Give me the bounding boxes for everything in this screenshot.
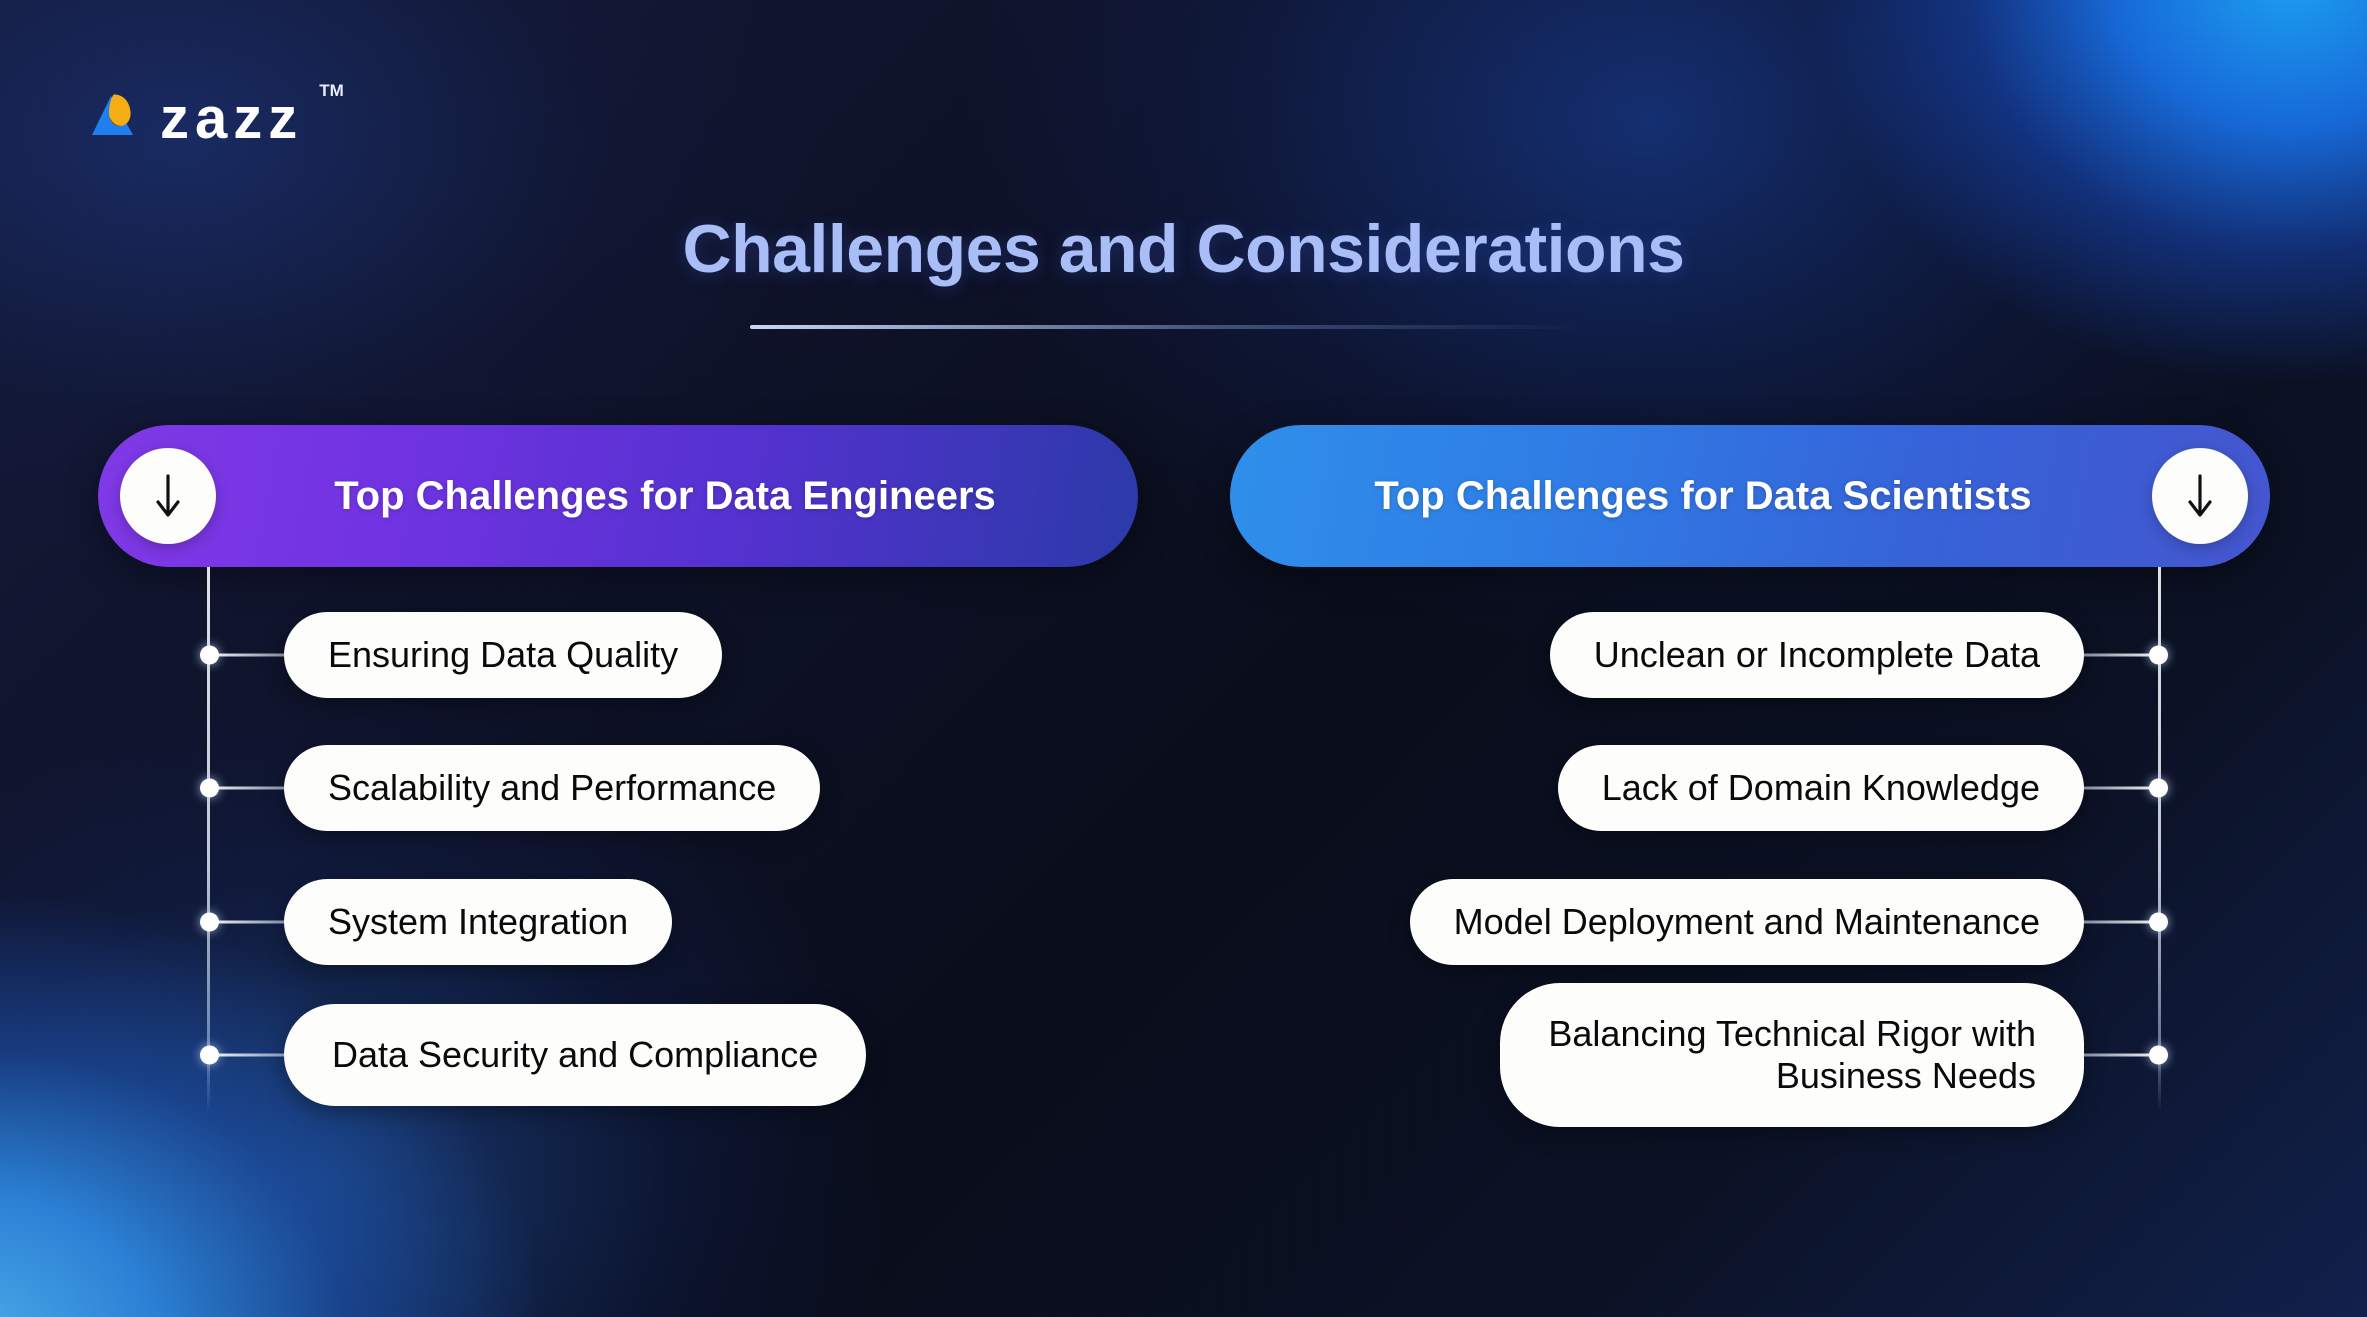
connector-spine-left [207, 567, 210, 1112]
challenge-chip[interactable]: Unclean or Incomplete Data [1549, 611, 2084, 699]
connector-dot [2149, 778, 2168, 798]
header-pill-data-scientists[interactable]: Top Challenges for Data Scientists [1230, 425, 2270, 567]
connector-dot [200, 1045, 219, 1065]
connector-stem [216, 653, 284, 657]
list-item[interactable]: Unclean or Incomplete Data [1230, 607, 2270, 703]
challenge-chip[interactable]: Data Security and Compliance [284, 1003, 867, 1107]
brand-wordmark: zazz [160, 86, 304, 151]
challenge-chip[interactable]: Scalability and Performance [284, 744, 821, 832]
connector-spine-right [2158, 567, 2161, 1112]
header-label-data-scientists: Top Challenges for Data Scientists [1374, 473, 2032, 518]
list-item[interactable]: Model Deployment and Maintenance [1230, 874, 2270, 970]
connector-stem [216, 786, 284, 790]
challenge-chip[interactable]: System Integration [284, 878, 673, 966]
connector-stem [2084, 786, 2152, 790]
connector-dot [200, 778, 219, 798]
connector-dot [200, 645, 219, 665]
challenge-chip[interactable]: Lack of Domain Knowledge [1557, 744, 2084, 832]
list-item[interactable]: Lack of Domain Knowledge [1230, 740, 2270, 836]
connector-stem [2084, 920, 2152, 924]
connector-stem [2084, 1053, 2152, 1057]
challenge-chip[interactable]: Ensuring Data Quality [284, 611, 723, 699]
title-underline-rule [750, 325, 1580, 329]
list-item[interactable]: System Integration [98, 874, 1138, 970]
zazz-triangle-logo-icon [90, 92, 146, 142]
header-label-data-engineers: Top Challenges for Data Engineers [334, 473, 996, 518]
connector-stem [216, 1053, 284, 1057]
list-item[interactable]: Scalability and Performance [98, 740, 1138, 836]
connector-dot [2149, 912, 2168, 932]
list-item[interactable]: Balancing Technical Rigor with Business … [1230, 982, 2270, 1128]
list-item[interactable]: Ensuring Data Quality [98, 607, 1138, 703]
connector-dot [2149, 645, 2168, 665]
challenge-chip[interactable]: Balancing Technical Rigor with Business … [1500, 982, 2084, 1128]
connector-dot [200, 912, 219, 932]
connector-stem [2084, 653, 2152, 657]
connector-dot [2149, 1045, 2168, 1065]
challenge-chip[interactable]: Model Deployment and Maintenance [1409, 878, 2084, 966]
connector-stem [216, 920, 284, 924]
arrow-down-icon [120, 448, 216, 544]
header-pill-data-engineers[interactable]: Top Challenges for Data Engineers [98, 425, 1138, 567]
column-data-scientists: Top Challenges for Data Scientists Uncle… [1230, 425, 2270, 1128]
arrow-down-icon [2152, 448, 2248, 544]
column-data-engineers: Top Challenges for Data Engineers Ensuri… [98, 425, 1138, 1112]
brand-logo: zazz TM [90, 81, 344, 151]
list-item[interactable]: Data Security and Compliance [98, 1003, 1138, 1107]
page-title: Challenges and Considerations [682, 211, 1685, 287]
trademark-symbol: TM [319, 81, 344, 100]
